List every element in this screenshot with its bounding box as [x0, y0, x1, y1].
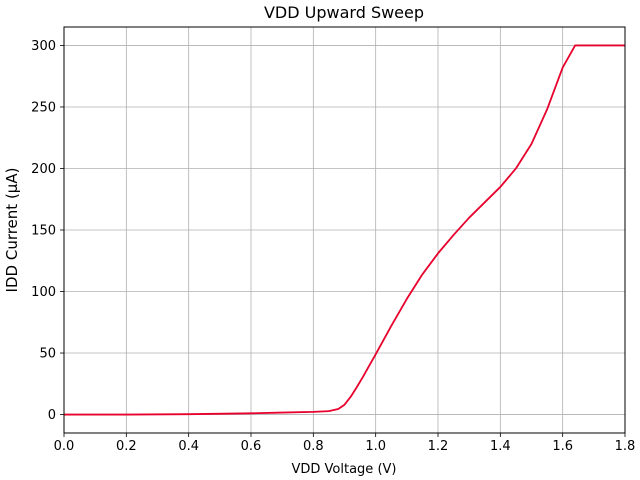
y-tick-label: 100 — [31, 285, 56, 300]
series-layer — [64, 44, 625, 416]
y-tick-label: 0 — [48, 408, 56, 423]
x-axis-ticks: 0.0 0.2 0.4 0.6 0.8 1.0 1.2 1.4 1.6 1.8 — [54, 433, 636, 454]
x-tick-label: 1.4 — [490, 439, 511, 454]
y-axis-label: IDD Current (µA) — [3, 168, 21, 293]
x-tick-label: 0.2 — [116, 439, 137, 454]
y-tick-label: 200 — [31, 162, 56, 177]
x-tick-label: 0.4 — [178, 439, 199, 454]
y-tick-label: 250 — [31, 100, 56, 115]
y-axis-ticks: 0 50 100 150 200 250 300 — [31, 39, 64, 423]
y-tick-label: 50 — [39, 347, 56, 362]
x-tick-label: 1.6 — [552, 439, 573, 454]
y-tick-label: 300 — [31, 39, 56, 54]
x-tick-label: 0.0 — [54, 439, 75, 454]
x-tick-label: 0.6 — [241, 439, 262, 454]
x-tick-label: 0.8 — [303, 439, 324, 454]
chart-title: VDD Upward Sweep — [264, 3, 424, 22]
x-tick-label: 1.8 — [615, 439, 636, 454]
series-line — [64, 44, 625, 416]
x-tick-label: 1.2 — [428, 439, 449, 454]
y-tick-label: 150 — [31, 224, 56, 239]
x-tick-label: 1.0 — [365, 439, 386, 454]
x-axis-label: VDD Voltage (V) — [292, 462, 397, 477]
